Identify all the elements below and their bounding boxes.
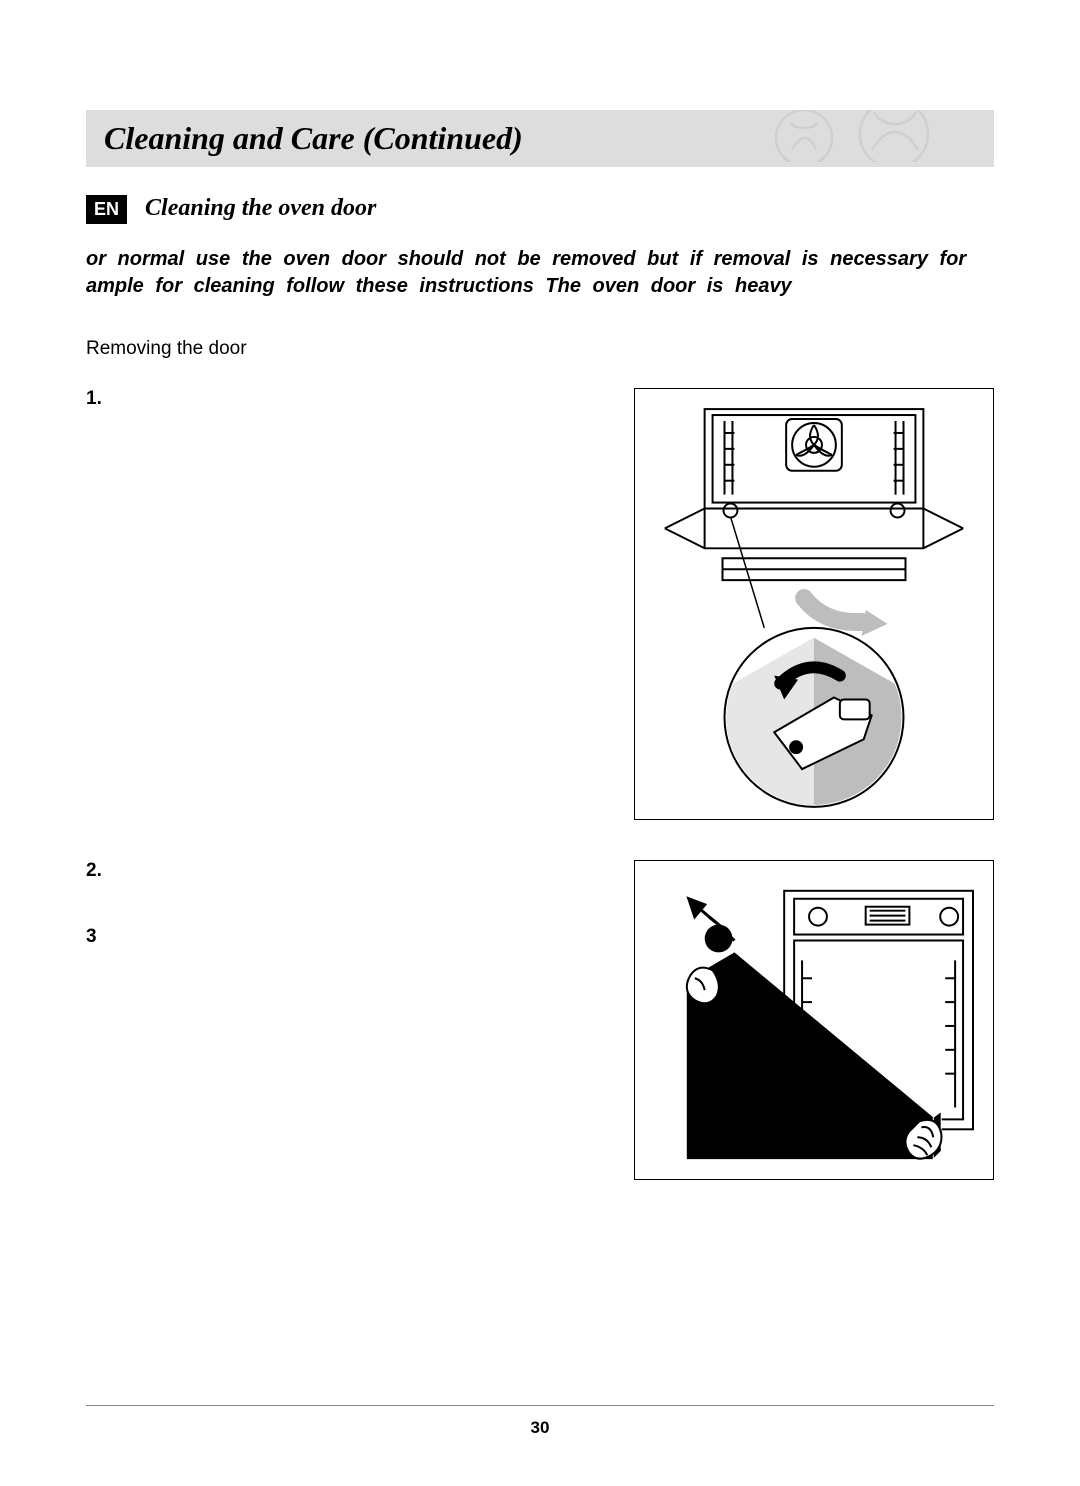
- step-number: 1.: [86, 388, 126, 410]
- step-row-1: 1.: [86, 388, 994, 820]
- title-bar-decor-icon: [744, 110, 964, 162]
- step-numbers-col: 2. 3: [86, 860, 126, 948]
- intro-line-1: or normal use the oven door should not b…: [86, 248, 966, 270]
- section-title: Cleaning and Care (Continued): [104, 120, 523, 156]
- intro-line-2: ample for cleaning follow these instruct…: [86, 275, 792, 297]
- subtitle-row: EN Cleaning the oven door: [86, 195, 994, 224]
- illustration-remove-door: [634, 860, 994, 1180]
- document-page: Cleaning and Care (Continued) EN Cleanin…: [0, 0, 1080, 1486]
- page-number: 30: [0, 1418, 1080, 1438]
- subsection-title: Cleaning the oven door: [145, 195, 376, 222]
- step-number: 3: [86, 926, 126, 948]
- step-number: 2.: [86, 860, 126, 882]
- section-title-bar: Cleaning and Care (Continued): [86, 110, 994, 167]
- removing-door-heading: Removing the door: [86, 338, 994, 360]
- footer-rule: [86, 1405, 994, 1406]
- step-row-2-3: 2. 3: [86, 860, 994, 1180]
- intro-paragraph: or normal use the oven door should not b…: [86, 246, 994, 300]
- language-badge: EN: [86, 195, 127, 224]
- illustration-hinge-unlock: [634, 388, 994, 820]
